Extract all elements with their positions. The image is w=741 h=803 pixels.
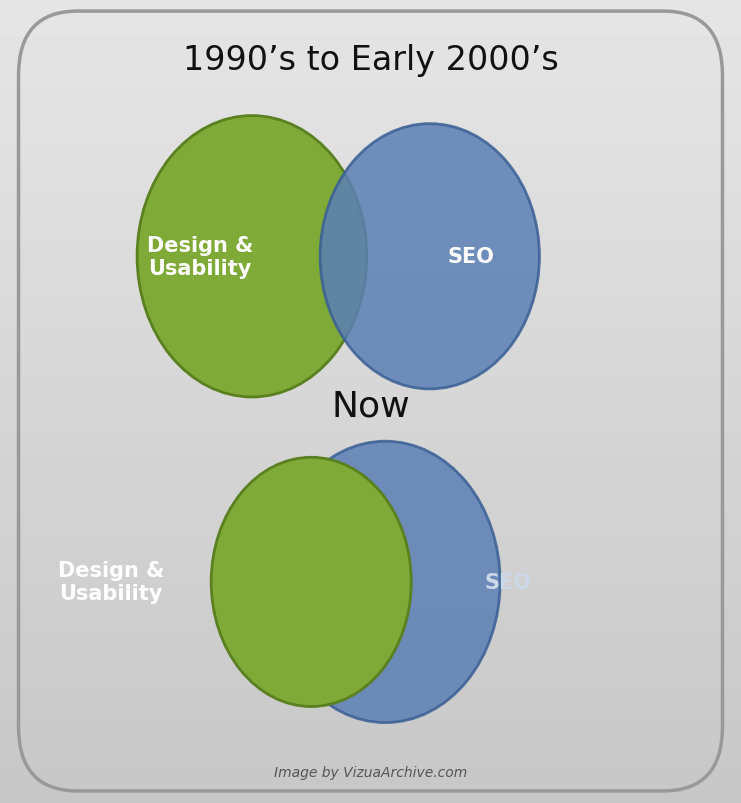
Text: Design &
Usability: Design & Usability	[147, 235, 253, 279]
Text: SEO: SEO	[447, 247, 494, 267]
Ellipse shape	[320, 124, 539, 389]
Ellipse shape	[137, 116, 367, 397]
Text: Now: Now	[331, 389, 410, 422]
Text: Image by VizuaArchive.com: Image by VizuaArchive.com	[274, 765, 467, 780]
Text: SEO: SEO	[484, 573, 531, 592]
Ellipse shape	[270, 442, 500, 723]
Text: Design &
Usability: Design & Usability	[58, 560, 165, 604]
Ellipse shape	[211, 458, 411, 707]
Text: 1990’s to Early 2000’s: 1990’s to Early 2000’s	[182, 43, 559, 77]
